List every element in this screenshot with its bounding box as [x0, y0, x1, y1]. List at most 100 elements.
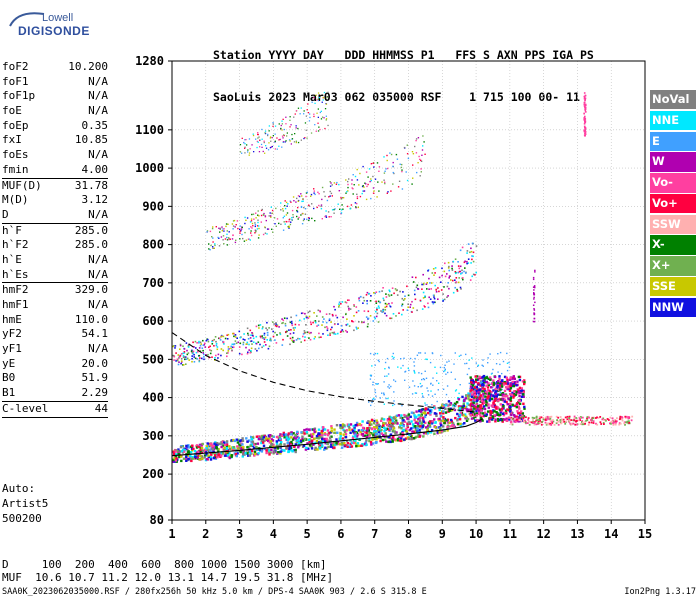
echo-point [251, 334, 254, 337]
echo-point [504, 409, 508, 412]
echo-point [450, 425, 453, 428]
echo-point [595, 422, 597, 425]
echo-point [282, 118, 284, 120]
echo-point [489, 409, 492, 413]
echo-point [266, 331, 269, 334]
echo-point [541, 420, 544, 423]
echo-point [200, 343, 202, 345]
echo-point [205, 451, 208, 454]
echo-point [327, 445, 330, 449]
echo-point [548, 423, 550, 426]
echo-point [399, 163, 401, 165]
echo-point [381, 392, 383, 394]
echo-point [417, 418, 420, 421]
echo-point [281, 322, 283, 325]
echo-point [469, 392, 471, 395]
echo-point [421, 149, 424, 151]
echo-point [207, 338, 209, 341]
echo-point [320, 442, 323, 445]
echo-point [353, 428, 356, 431]
echo-point [249, 340, 252, 343]
y-tick-label: 600 [142, 314, 164, 328]
echo-point [271, 137, 273, 139]
y-tick-label: 1100 [135, 123, 164, 137]
echo-point [353, 329, 355, 332]
echo-point [513, 380, 516, 384]
echo-point [333, 208, 335, 211]
echo-point [275, 207, 277, 210]
echo-point [498, 377, 501, 381]
echo-point [391, 302, 393, 304]
echo-point [308, 217, 310, 220]
echo-point [506, 352, 508, 355]
echo-point [402, 291, 404, 293]
echo-point [293, 329, 295, 331]
echo-point [494, 387, 497, 391]
echo-point [262, 337, 265, 339]
echo-point [226, 355, 228, 358]
echo-point [292, 341, 295, 343]
echo-point [584, 121, 587, 124]
echo-point [469, 279, 472, 281]
echo-point [228, 231, 230, 233]
echo-point [325, 210, 327, 212]
echo-point [299, 439, 303, 443]
echo-point [309, 321, 312, 324]
echo-point [299, 113, 301, 115]
echo-point [376, 162, 379, 164]
echo-point [236, 445, 239, 448]
echo-point [294, 443, 297, 446]
echo-point [508, 393, 512, 396]
echo-point [418, 419, 422, 422]
echo-point [346, 445, 349, 448]
echo-point [264, 132, 266, 134]
echo-point [272, 452, 275, 455]
echo-point [392, 171, 394, 174]
echo-point [514, 383, 517, 386]
echo-point [481, 407, 484, 410]
echo-point [383, 156, 385, 158]
echo-point [356, 202, 358, 205]
echo-point [592, 422, 595, 424]
echo-point [207, 353, 209, 356]
echo-point [407, 367, 409, 369]
echo-point [385, 314, 388, 317]
echo-point [497, 388, 501, 392]
echo-point [198, 359, 201, 362]
param-row: B1 2.29 [2, 386, 108, 401]
echo-point [365, 171, 368, 173]
echo-point [194, 357, 197, 360]
echo-point [371, 401, 373, 404]
echo-point [424, 352, 426, 354]
echo-point [458, 277, 460, 279]
echo-point [408, 386, 411, 388]
echo-point [619, 417, 622, 420]
echo-point [509, 387, 513, 390]
echo-point [275, 323, 277, 325]
echo-point [570, 419, 573, 421]
echo-point [308, 337, 310, 339]
echo-point [329, 185, 332, 187]
echo-point [250, 218, 253, 220]
echo-point [294, 433, 297, 437]
echo-point [513, 404, 517, 408]
echo-point [584, 107, 587, 109]
echo-point [287, 435, 290, 439]
echo-point [384, 182, 386, 185]
echo-point [626, 421, 629, 424]
echo-point [283, 221, 285, 223]
echo-point [257, 219, 259, 221]
echo-point [210, 453, 213, 456]
echo-point [220, 452, 223, 455]
echo-point [403, 146, 406, 149]
echo-point [242, 341, 245, 344]
echo-point [427, 270, 429, 272]
echo-point [618, 422, 621, 424]
echo-point [327, 124, 329, 127]
echo-point [556, 419, 558, 421]
echo-point [342, 208, 344, 210]
echo-point [272, 231, 274, 233]
echo-point [185, 444, 188, 448]
echo-point [512, 375, 515, 378]
echo-point [340, 197, 342, 199]
